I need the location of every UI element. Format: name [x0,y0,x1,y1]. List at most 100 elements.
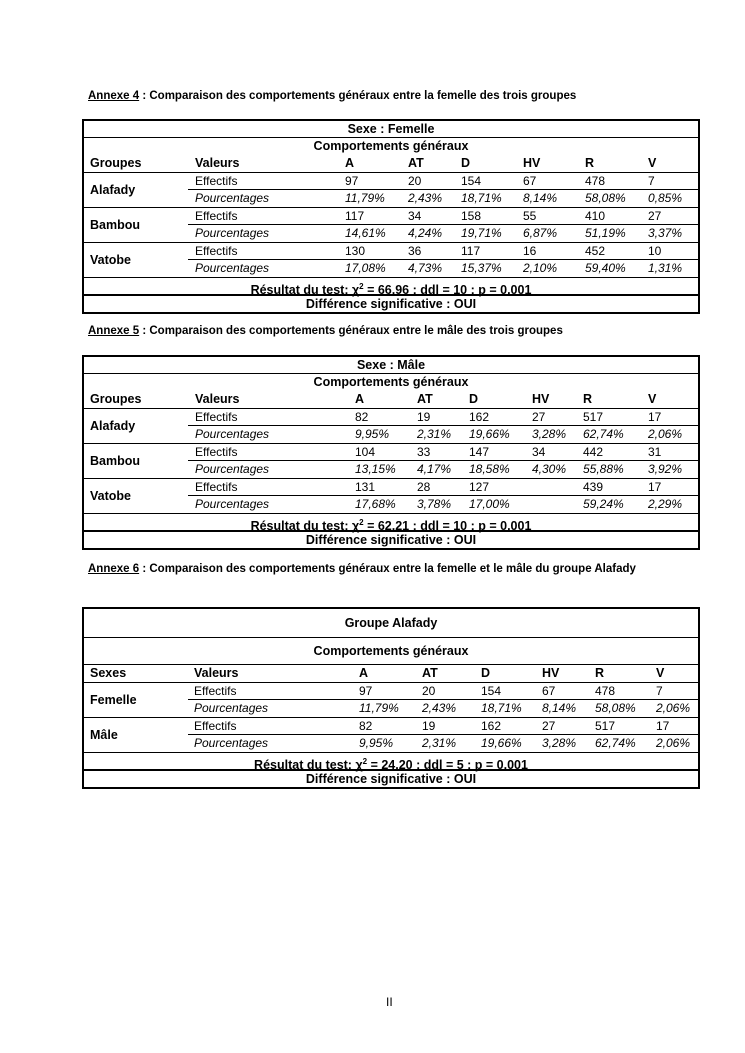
cell-r: 62,74% [595,736,636,750]
header-row: Groupes Valeurs A AT D HV R V [84,155,698,172]
cell-a: 11,79% [359,701,399,715]
table-row-effectifs: Effectifs 97 20 154 67 478 7 [84,173,698,190]
table-title: Sexe : Femelle [347,122,435,136]
annex-caption: Annexe 6 : Comparaison des comportements… [88,562,668,576]
annex-label: Annexe 6 [88,563,140,575]
column-header: R [595,666,605,680]
group-block: Alafady Effectifs 97 20 154 67 478 7 Pourcentage… [84,172,698,207]
row-label: Effectifs [195,209,238,223]
group-name: Alafady [90,419,136,433]
table-title-row: Sexe : Femelle [84,121,698,138]
table-row-pourcentages: Pourcentages 11,79% 2,43% 18,71% 8,14% 58,08%… [84,190,698,207]
cell-r: 517 [583,410,604,424]
cell-hv: 4,30% [532,462,567,476]
cell-at: 33 [417,445,431,459]
row-label: Effectifs [195,244,238,258]
group-name: Mâle [90,728,118,742]
group-name: Vatobe [90,253,131,267]
row-label: Effectifs [195,480,238,494]
test-result-values: = 24,20 ; ddl = 5 ; p = 0,001 [367,758,528,773]
row-label: Pourcentages [195,191,270,205]
cell-d: 158 [461,209,482,223]
column-header: R [585,156,595,170]
cell-at: 4,24% [408,226,443,240]
cell-r: 58,08% [595,701,636,715]
column-header: Groupes [90,392,142,406]
table-row-effectifs: Effectifs 82 19 162 27 517 17 [84,409,698,426]
cell-hv: 55 [523,209,537,223]
cell-v: 3,92% [648,462,683,476]
table-row-effectifs: Effectifs 82 19 162 27 517 17 [84,718,698,735]
table-row-pourcentages: Pourcentages 14,61% 4,24% 19,71% 6,87% 51,19%… [84,225,698,242]
cell-at: 28 [417,480,431,494]
table-subtitle-row: Comportements généraux [84,138,698,155]
cell-at: 2,43% [408,191,443,205]
cell-a: 13,15% [355,462,396,476]
header-row: Sexes Valeurs A AT D HV R V [84,665,698,682]
group-block: Bambou Effectifs 117 34 158 55 410 27 Pourcentag… [84,207,698,242]
cell-at: 19 [422,719,436,733]
cell-r: 478 [595,684,616,698]
cell-r: 517 [595,719,616,733]
cell-at: 19 [417,410,431,424]
cell-v: 2,06% [648,427,683,441]
row-label: Pourcentages [195,497,270,511]
cell-d: 154 [481,684,502,698]
cell-v: 17 [648,410,662,424]
column-header: HV [532,392,550,406]
cell-at: 2,43% [422,701,457,715]
difference-row: Différence significative : OUI [84,531,698,548]
table-row-effectifs: Effectifs 97 20 154 67 478 7 [84,683,698,700]
table-subtitle: Comportements généraux [313,139,469,153]
cell-r: 439 [583,480,604,494]
cell-d: 19,71% [461,226,502,240]
test-result-row: Résultat du test: χ2 = 62,21 ; ddl = 10 … [84,513,698,534]
table-row-effectifs: Effectifs 117 34 158 55 410 27 [84,208,698,225]
cell-hv: 67 [542,684,556,698]
group-block: Alafady Effectifs 82 19 162 27 517 17 Pourcentag… [84,408,698,443]
cell-at: 4,17% [417,462,452,476]
row-label: Pourcentages [195,261,270,275]
cell-d: 162 [481,719,502,733]
test-result-row: Résultat du test: χ2 = 66,96 ; ddl = 10 … [84,277,698,297]
cell-hv: 34 [532,445,546,459]
test-result-exponent: 2 [359,282,364,291]
row-label: Pourcentages [195,226,270,240]
cell-at: 3,78% [417,497,452,511]
cell-r: 452 [585,244,606,258]
row-label: Pourcentages [194,701,269,715]
group-name: Alafady [90,183,136,197]
column-header: V [648,156,657,170]
test-result-row: Résultat du test: χ2 = 24,20 ; ddl = 5 ;… [84,752,698,773]
table-row-pourcentages: Pourcentages 13,15% 4,17% 18,58% 4,30% 55,88%… [84,461,698,478]
group-name: Bambou [90,218,140,232]
table-title-row: Groupe Alafady [84,609,698,638]
column-header: A [345,156,355,170]
annex-caption-text: : Comparaison des comportements généraux… [139,90,577,102]
difference-text: Différence significative : OUI [305,297,477,311]
cell-d: 147 [469,445,490,459]
column-header: AT [408,156,424,170]
table-row-pourcentages: Pourcentages 17,68% 3,78% 17,00% 59,24% 2,29% [84,496,698,513]
column-header: Sexes [90,666,127,680]
cell-at: 20 [422,684,436,698]
cell-a: 17,08% [345,261,386,275]
cell-at: 4,73% [408,261,443,275]
cell-at: 34 [408,209,422,223]
cell-v: 27 [648,209,662,223]
cell-r: 59,40% [585,261,626,275]
test-result-prefix: Résultat du test: χ [250,519,360,534]
annex-label: Annexe 5 [88,325,140,337]
cell-a: 97 [345,174,359,188]
table-row-effectifs: Effectifs 130 36 117 16 452 10 [84,243,698,260]
row-divider [188,734,698,735]
annex-caption-text: : Comparaison des comportements généraux… [139,325,563,337]
cell-d: 117 [461,244,481,258]
annex-table: Sexe : Mâle Comportements généraux Groupes… [82,355,700,550]
difference-text: Différence significative : OUI [305,533,477,547]
cell-at: 36 [408,244,422,258]
test-result-prefix: Résultat du test: χ [254,758,363,773]
table-row-pourcentages: Pourcentages 9,95% 2,31% 19,66% 3,28% 62,74% 2… [84,426,698,443]
cell-d: 162 [469,410,490,424]
